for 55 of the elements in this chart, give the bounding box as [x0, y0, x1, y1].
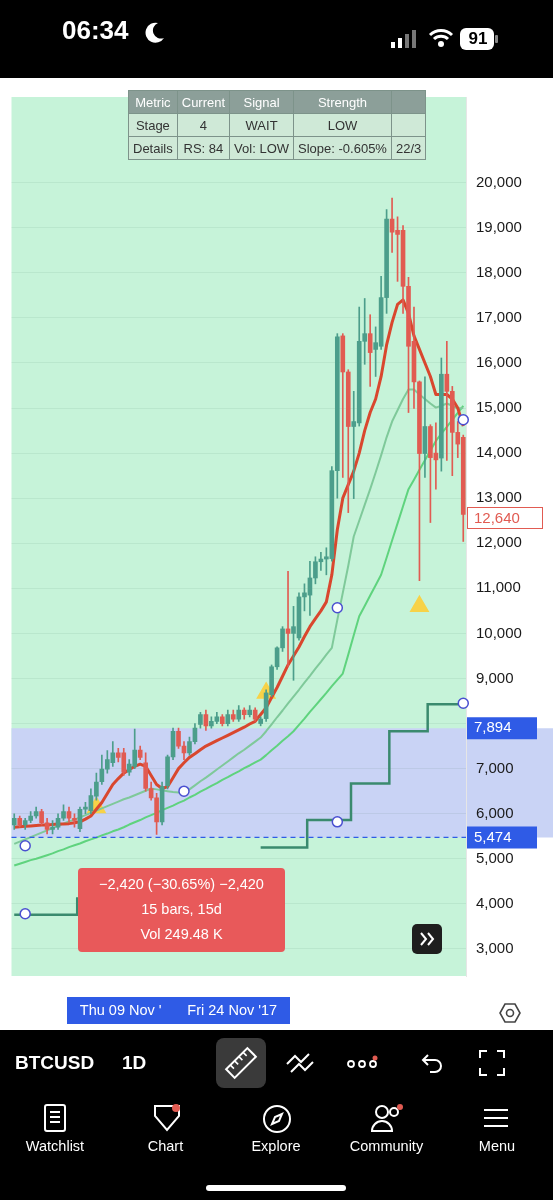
y-tick-label: 5,000: [476, 848, 514, 866]
point: [457, 697, 470, 710]
y-tick-label: 17,000: [476, 308, 522, 326]
annotation: RS: 84: [177, 136, 230, 160]
annotation: WAIT: [229, 113, 294, 137]
annotation: Current: [177, 90, 230, 114]
y-tick-label: 20,000: [476, 172, 522, 190]
y-tick-label: 11,000: [476, 578, 521, 596]
text: Menu: [477, 1138, 517, 1154]
annotation: Slope: -0.605%: [293, 136, 392, 160]
text: 06:34: [62, 14, 129, 47]
annotation: 22/3: [391, 136, 426, 160]
point: [19, 908, 31, 920]
y-tick-label: 18,000: [476, 262, 522, 280]
y-tick-label: 15,000: [476, 398, 522, 416]
annotation: Stage: [128, 113, 178, 137]
text: Community: [348, 1138, 425, 1154]
text: BTCUSD: [15, 1052, 95, 1074]
annotation: Signal: [229, 90, 294, 114]
point: [178, 785, 190, 797]
annotation: Metric: [128, 90, 178, 114]
text: 1D: [122, 1052, 147, 1074]
ref-line-label: 5,474: [474, 827, 512, 845]
y-tick-label: 7,000: [476, 758, 514, 776]
y-tick-label: 10,000: [476, 623, 522, 641]
y-tick-label: 4,000: [476, 894, 514, 912]
text: Chart: [146, 1138, 185, 1154]
point: [457, 414, 470, 426]
text: Explore: [250, 1138, 302, 1154]
y-tick-label: 16,000: [476, 353, 522, 371]
y-tick-label: 3,000: [476, 939, 514, 957]
annotation: 15 bars, 15d: [140, 900, 223, 919]
text: Thu 09 Nov ': [79, 1001, 162, 1020]
point: [331, 601, 344, 614]
y-tick-label: 19,000: [476, 217, 522, 235]
annotation: 4: [177, 113, 230, 137]
band-label: 7,894: [474, 718, 512, 736]
point: [19, 839, 31, 852]
y-tick-label: 13,000: [476, 488, 522, 506]
y-tick-label: 14,000: [476, 443, 522, 461]
text: 91: [467, 28, 489, 50]
y-tick-label: 12,000: [476, 533, 522, 551]
point: [331, 816, 344, 828]
y-tick-label: 6,000: [476, 803, 514, 821]
candlestick: [340, 333, 346, 478]
text: Watchlist: [24, 1138, 86, 1154]
text: 12,640: [467, 507, 543, 529]
annotation: Vol: LOW: [229, 136, 294, 160]
annotation: −2,420 (−30.65%) −2,420: [98, 875, 265, 894]
annotation: LOW: [293, 113, 392, 137]
annotation: Vol 249.48 K: [139, 925, 224, 944]
text: Fri 24 Nov '17: [187, 1001, 278, 1020]
y-tick-label: 9,000: [476, 668, 514, 686]
annotation: Details: [128, 136, 178, 160]
annotation: Strength: [293, 90, 392, 114]
